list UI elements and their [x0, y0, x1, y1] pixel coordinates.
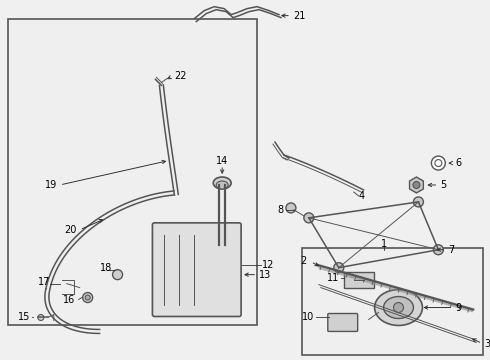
- Text: 9: 9: [455, 302, 462, 312]
- Circle shape: [433, 245, 443, 255]
- Bar: [302, 248, 483, 355]
- Text: 14: 14: [216, 156, 228, 166]
- Text: 15: 15: [18, 312, 30, 323]
- Circle shape: [83, 293, 93, 302]
- FancyBboxPatch shape: [328, 314, 358, 332]
- Text: 12: 12: [262, 260, 274, 270]
- Bar: [343, 272, 373, 288]
- Text: 20: 20: [64, 225, 77, 235]
- Text: 2: 2: [300, 256, 307, 266]
- Circle shape: [431, 156, 445, 170]
- Circle shape: [435, 159, 442, 167]
- Circle shape: [414, 197, 423, 207]
- Bar: [8, 19, 257, 325]
- Ellipse shape: [384, 297, 414, 319]
- Text: 16: 16: [63, 294, 75, 305]
- Circle shape: [38, 315, 44, 320]
- Ellipse shape: [374, 289, 422, 325]
- Circle shape: [286, 203, 296, 213]
- Circle shape: [304, 213, 314, 223]
- Text: 5: 5: [441, 180, 446, 190]
- Text: 11: 11: [326, 273, 339, 283]
- Text: 4: 4: [359, 191, 365, 201]
- Circle shape: [393, 302, 403, 312]
- Text: 6: 6: [455, 158, 462, 168]
- Text: 1: 1: [381, 239, 387, 249]
- Text: 8: 8: [278, 205, 284, 215]
- Text: 3: 3: [484, 339, 490, 350]
- Ellipse shape: [213, 177, 231, 189]
- Ellipse shape: [216, 181, 228, 189]
- FancyBboxPatch shape: [152, 223, 241, 316]
- Circle shape: [113, 270, 122, 280]
- Circle shape: [334, 263, 343, 273]
- Text: 19: 19: [45, 180, 57, 190]
- Circle shape: [85, 295, 90, 300]
- Text: 21: 21: [293, 10, 305, 21]
- Text: 17: 17: [38, 276, 50, 287]
- Text: 22: 22: [174, 71, 187, 81]
- Text: 13: 13: [259, 270, 271, 280]
- Text: 7: 7: [448, 245, 455, 255]
- Text: 18: 18: [99, 263, 112, 273]
- Text: 10: 10: [301, 312, 314, 323]
- Circle shape: [413, 181, 420, 189]
